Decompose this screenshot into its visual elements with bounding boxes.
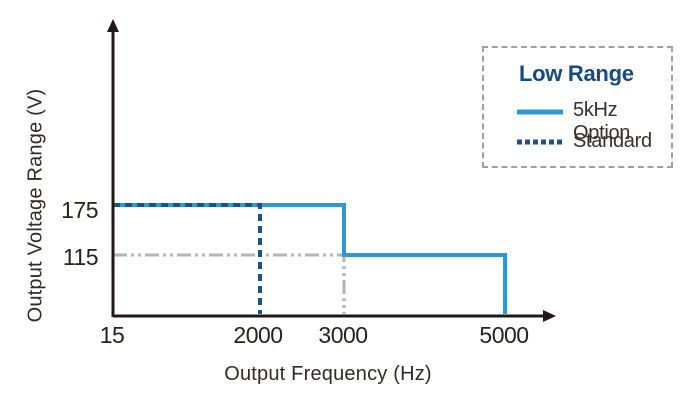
y-tick-115: 115 [62, 244, 99, 270]
legend-dashed-line-icon [517, 139, 563, 145]
legend-item-standard: Standard [573, 130, 652, 152]
legend-box: Low Range 5kHz Option Standard [482, 46, 673, 168]
series-5khz-option-line [113, 203, 507, 314]
guide-line-115v [113, 253, 346, 314]
x-tick-15: 15 [99, 322, 125, 348]
y-axis-title: Output Voltage Range (V) [24, 88, 47, 323]
y-tick-175: 175 [61, 197, 98, 223]
x-axis-title: Output Frequency (Hz) [224, 363, 432, 385]
legend-item-5khz-option: 5kHz Option [573, 99, 631, 144]
legend-title: Low Range [519, 61, 634, 86]
x-tick-5000: 5000 [479, 322, 529, 348]
series-standard-line [113, 203, 262, 314]
x-tick-3000: 3000 [318, 322, 368, 348]
legend-solid-line-icon [517, 109, 563, 115]
x-axis-arrow-icon [543, 310, 556, 322]
y-axis-arrow-icon [107, 19, 119, 32]
x-tick-2000: 2000 [233, 322, 283, 348]
